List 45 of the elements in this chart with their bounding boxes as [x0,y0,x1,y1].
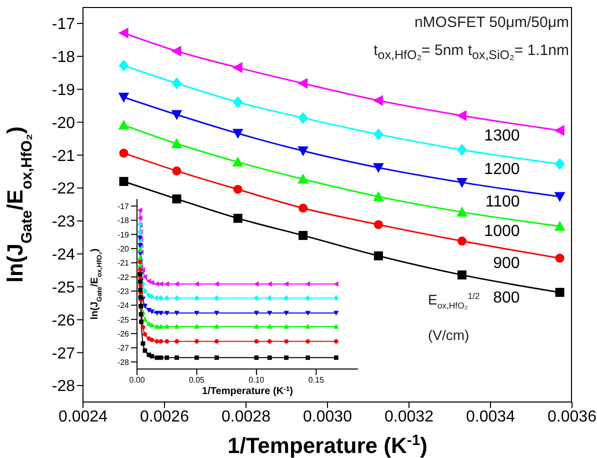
y-tick-label: -26 [52,312,76,330]
x-tick-label: 0.10 [248,376,265,385]
y-tick-label: -18 [52,49,76,66]
y-tick-label: -18 [117,216,130,226]
y-tick-label: -22 [52,180,76,198]
y-tick-label: -17 [52,16,76,34]
y-tick-label: -25 [117,315,130,324]
series-label: 900 [493,255,520,272]
x-axis-title: 1/Temperature (K$^{-1}$) [202,386,293,397]
series-label: 1300 [484,127,520,144]
y-tick-label: -19 [117,230,130,240]
x-tick-label: 0.00 [129,376,146,385]
x-tick-label: 0.0026 [140,408,190,426]
x-tick-label: 0.0024 [58,408,108,426]
y-tick-label: -27 [52,345,76,362]
y-tick-label: -20 [52,114,76,132]
x-tick-label: 0.0034 [466,408,516,426]
y-tick-label: -24 [52,246,76,264]
annotation: nMOSFET 50μm/50μm [414,14,569,31]
y-tick-label: -23 [52,214,76,231]
annotation: t$_{ox,HfO₂}$= 5nm t$_{ox,SiO₂}$= 1.1nm [374,42,569,62]
x-tick-label: 0.0028 [222,408,271,426]
y-tick-label: -19 [52,82,76,99]
x-axis-title: 1/Temperature (K$^{-1}$) [228,432,428,458]
y-tick-label: -23 [117,286,130,296]
y-tick-label: -28 [117,358,130,367]
y-tick-label: -26 [117,329,130,338]
y-tick-label: -22 [117,272,130,282]
y-tick-label: -20 [117,244,130,254]
x-tick-label: 0.0036 [548,408,597,426]
y-tick-label: -21 [117,258,130,268]
y-tick-label: -24 [117,301,130,310]
y-tick-label: -21 [52,148,76,165]
x-tick-label: 0.0032 [384,408,434,426]
x-tick-label: 0.05 [188,376,206,385]
y-tick-label: -27 [117,344,130,353]
y-tick-label: -17 [117,202,130,211]
series-label: 800 [493,289,520,306]
x-tick-label: 0.15 [308,376,325,385]
y-tick-label: -28 [52,378,76,396]
series-label: 1200 [484,161,520,178]
x-tick-label: 0.0030 [303,408,352,426]
series-label: 1000 [484,223,520,240]
y-tick-label: -25 [52,279,76,296]
series-label: 1100 [485,194,520,211]
